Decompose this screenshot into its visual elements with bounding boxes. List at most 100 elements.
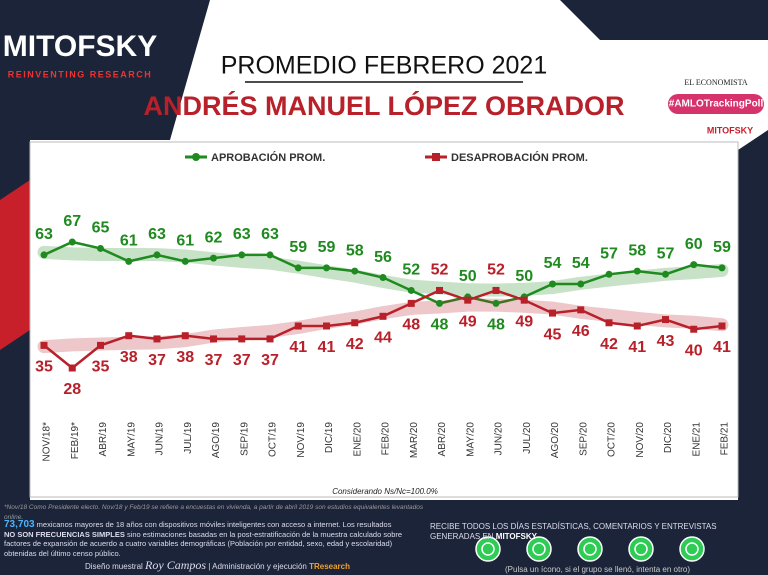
methodology: 73,703 mexicanos mayores de 18 años con … bbox=[4, 520, 404, 558]
point bbox=[40, 251, 48, 259]
methodology-text: mexicanos mayores de 18 años con disposi… bbox=[34, 520, 392, 529]
data-label: 63 bbox=[261, 226, 279, 243]
data-label: 57 bbox=[657, 246, 675, 263]
point bbox=[718, 264, 726, 272]
whatsapp-glyph bbox=[685, 542, 699, 556]
header-bg bbox=[0, 0, 210, 140]
data-label: 59 bbox=[318, 239, 336, 256]
x-tick-label: NOV/18* bbox=[42, 422, 53, 462]
point bbox=[210, 254, 217, 262]
x-tick-label: SEP/19 bbox=[239, 422, 250, 456]
point bbox=[407, 286, 415, 294]
x-tick-label: NOV/19 bbox=[296, 422, 307, 458]
data-label: 28 bbox=[63, 381, 81, 398]
point bbox=[718, 322, 726, 330]
x-tick-label: ABR/19 bbox=[98, 422, 109, 457]
credits: Diseño muestral Roy Campos | Administrac… bbox=[85, 559, 351, 572]
data-label: 37 bbox=[261, 352, 279, 369]
legend-label: DESAPROBACIÓN PROM. bbox=[451, 151, 588, 164]
credit-label: | Administración y ejecución bbox=[208, 562, 307, 571]
legend-marker bbox=[432, 153, 440, 161]
point bbox=[238, 251, 246, 259]
x-tick-label: NOV/20 bbox=[635, 422, 646, 458]
point bbox=[153, 335, 161, 343]
data-label: 42 bbox=[600, 336, 618, 353]
data-label: 40 bbox=[685, 342, 703, 359]
x-tick-label: DIC/19 bbox=[324, 422, 335, 454]
point bbox=[181, 332, 189, 340]
credit-label: Diseño muestral bbox=[85, 562, 143, 571]
data-label: 62 bbox=[205, 229, 223, 246]
point bbox=[436, 299, 443, 307]
x-tick-label: SEP/20 bbox=[578, 422, 589, 456]
data-label: 61 bbox=[120, 233, 138, 250]
point bbox=[464, 296, 472, 304]
data-label: 63 bbox=[148, 226, 166, 243]
side-bg bbox=[738, 130, 768, 500]
point bbox=[407, 299, 415, 307]
whatsapp-button[interactable] bbox=[577, 536, 603, 562]
data-label: 44 bbox=[374, 330, 392, 347]
data-label: 54 bbox=[572, 255, 590, 272]
point bbox=[351, 267, 359, 275]
x-tick-label: AGO/19 bbox=[211, 422, 222, 459]
credit-firm: TResearch bbox=[309, 562, 351, 571]
partner-brand: MITOFSKY bbox=[707, 125, 753, 135]
hashtag-pill bbox=[668, 94, 764, 114]
data-label: 35 bbox=[92, 359, 110, 376]
data-label: 63 bbox=[233, 226, 251, 243]
data-label: 41 bbox=[628, 339, 646, 356]
data-label: 43 bbox=[657, 333, 675, 350]
whatsapp-button[interactable] bbox=[628, 536, 654, 562]
point bbox=[690, 325, 698, 333]
data-label: 60 bbox=[685, 236, 703, 253]
point bbox=[605, 270, 613, 278]
point bbox=[210, 335, 217, 343]
whatsapp-button[interactable] bbox=[475, 536, 501, 562]
title: APROBACIÓN PRESIDENCIAL bbox=[202, 5, 566, 35]
partner: EL ECONOMISTA bbox=[684, 78, 748, 87]
x-tick-label: FEB/19* bbox=[70, 422, 81, 459]
whatsapp-button[interactable] bbox=[679, 536, 705, 562]
point bbox=[40, 341, 48, 349]
tagline: REINVENTING RESEARCH bbox=[8, 69, 153, 79]
point bbox=[633, 267, 641, 275]
data-label: 48 bbox=[431, 317, 449, 334]
data-label: 63 bbox=[35, 226, 53, 243]
brand: MITOFSKY bbox=[3, 30, 157, 63]
point bbox=[266, 251, 274, 259]
data-label: 57 bbox=[600, 246, 618, 263]
whatsapp-glyph bbox=[634, 542, 648, 556]
data-label: 65 bbox=[92, 220, 110, 237]
point bbox=[266, 335, 274, 343]
methodology-emph: NO SON FRECUENCIAS SIMPLES bbox=[4, 529, 125, 539]
legend-marker bbox=[192, 153, 200, 161]
data-label: 49 bbox=[515, 313, 533, 330]
point bbox=[181, 257, 189, 265]
x-tick-label: ABR/20 bbox=[437, 422, 448, 457]
data-label: 52 bbox=[487, 262, 505, 279]
promo-text: RECIBE TODOS LOS DÍAS ESTADÍSTICAS, COME… bbox=[430, 522, 717, 541]
x-tick-label: MAY/20 bbox=[465, 422, 476, 457]
whatsapp-button[interactable] bbox=[526, 536, 552, 562]
data-label: 46 bbox=[572, 323, 590, 340]
x-tick-label: ENE/20 bbox=[352, 422, 363, 457]
point bbox=[633, 322, 641, 330]
data-label: 37 bbox=[233, 352, 251, 369]
promo-brand: MITOFSKY bbox=[495, 531, 537, 541]
point bbox=[97, 341, 104, 349]
data-label: 59 bbox=[289, 239, 307, 256]
point bbox=[379, 312, 387, 320]
data-label: 35 bbox=[35, 359, 53, 376]
point bbox=[323, 264, 330, 272]
x-tick-label: DIC/20 bbox=[663, 422, 674, 454]
point bbox=[294, 264, 302, 272]
point bbox=[492, 286, 500, 294]
x-tick-label: AGO/20 bbox=[550, 422, 561, 459]
point bbox=[577, 280, 585, 288]
data-label: 38 bbox=[120, 349, 138, 366]
whatsapp-glyph bbox=[481, 542, 495, 556]
x-tick-label: MAR/20 bbox=[409, 422, 420, 459]
data-label: 41 bbox=[289, 339, 307, 356]
